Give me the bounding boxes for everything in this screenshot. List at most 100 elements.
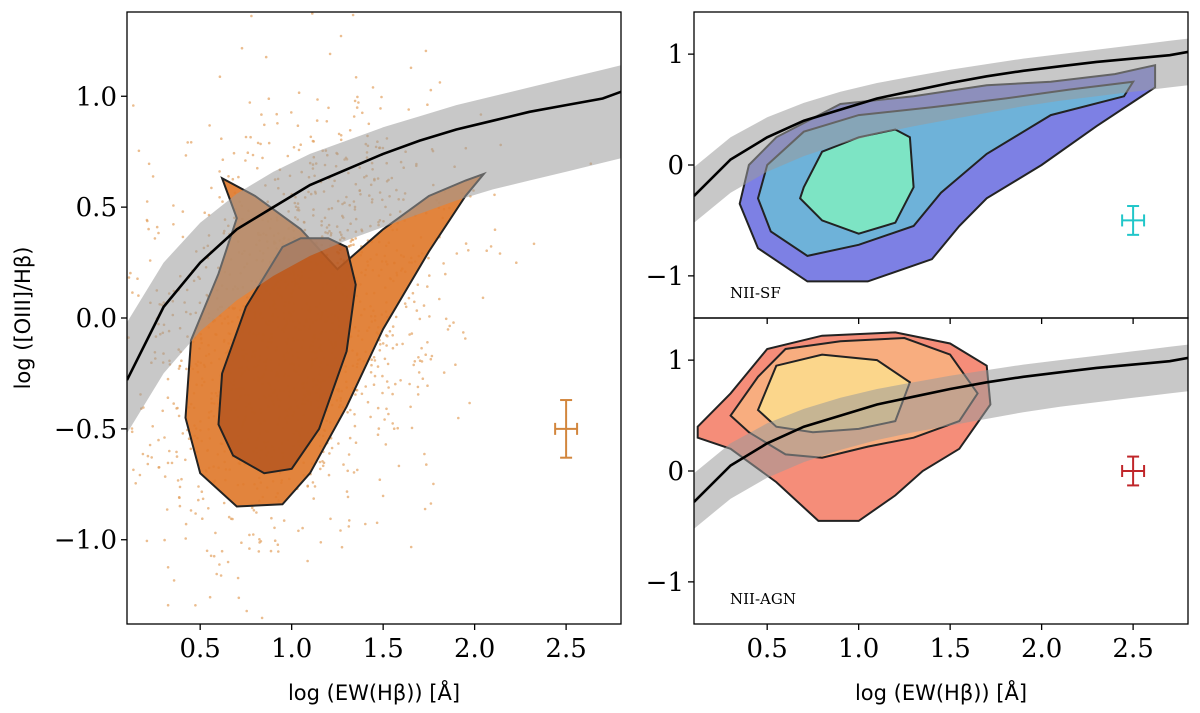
scatter-point [172, 579, 176, 582]
demarcation-band [127, 65, 621, 434]
scatter-point [242, 641, 245, 644]
scatter-point [260, 113, 263, 116]
scatter-point [248, 547, 251, 550]
scatter-point [467, 249, 470, 252]
scatter-point [446, 328, 450, 331]
scatter-point [452, 321, 455, 324]
scatter-point [203, 626, 206, 629]
x-axis-title: log (EW(Hβ)) [Å] [288, 679, 460, 705]
scatter-point [257, 550, 261, 553]
scatter-point [157, 466, 160, 469]
scatter-point [385, 380, 389, 383]
scatter-point [155, 225, 159, 229]
scatter-point [357, 101, 360, 104]
scatter-point [429, 502, 433, 505]
scatter-point [386, 362, 390, 366]
scatter-point [240, 541, 243, 544]
scatter-point [417, 371, 421, 374]
scatter-point [163, 436, 166, 439]
scatter-point [138, 473, 142, 477]
scatter-point [176, 479, 180, 482]
scatter-point [376, 406, 380, 410]
scatter-point [421, 377, 425, 381]
scatter-point [221, 158, 225, 161]
scatter-point [385, 407, 388, 411]
scatter-point [184, 537, 187, 540]
scatter-point [210, 186, 213, 190]
scatter-point [267, 97, 271, 100]
scatter-point [349, 408, 352, 412]
scatter-point [356, 95, 359, 99]
scatter-point [240, 46, 244, 50]
scatter-point [297, 148, 301, 152]
error-bar [1121, 205, 1146, 236]
scatter-point [407, 108, 411, 111]
scatter-point [498, 252, 502, 255]
scatter-point [276, 543, 280, 546]
scatter-point [355, 388, 359, 392]
scatter-point [428, 315, 431, 318]
scatter-point [203, 211, 206, 214]
scatter-point [168, 449, 171, 453]
scatter-point [175, 450, 178, 454]
scatter-point [258, 541, 261, 544]
scatter-point [481, 296, 485, 300]
scatter-point [416, 393, 420, 396]
scatter-point [387, 412, 390, 416]
scatter-point [493, 228, 497, 231]
scatter-point [348, 436, 352, 440]
error-bar [1121, 455, 1146, 487]
scatter-point [200, 490, 204, 494]
demarcation-line [694, 356, 1188, 503]
scatter-point [220, 549, 224, 553]
scatter-point [413, 360, 417, 363]
scatter-point [161, 409, 164, 413]
scatter-point [325, 120, 329, 123]
scatter-point [352, 243, 355, 246]
scatter-point [380, 95, 383, 99]
x-axis-title: log (EW(Hβ)) [Å] [855, 679, 1027, 705]
scatter-point [127, 276, 131, 279]
scatter-point [296, 124, 300, 127]
scatter-point [515, 261, 518, 265]
scatter-point [166, 566, 170, 569]
scatter-point [339, 34, 343, 38]
scatter-point [301, 526, 304, 530]
scatter-point [377, 427, 381, 430]
scatter-point [189, 509, 193, 512]
scatter-point [134, 482, 137, 485]
scatter-point [388, 330, 392, 333]
scatter-point [381, 374, 384, 378]
scatter-point [170, 461, 174, 465]
scatter-point [318, 460, 322, 464]
scatter-point [218, 563, 221, 566]
y-tick-label: 1.0 [76, 82, 117, 112]
scatter-point [306, 559, 309, 563]
scatter-point [430, 354, 434, 358]
scatter-point [150, 456, 153, 459]
scatter-point [372, 383, 376, 387]
scatter-point [401, 342, 404, 346]
scatter-point [354, 76, 358, 79]
scatter-point [157, 231, 160, 235]
scatter-point [396, 426, 400, 430]
scatter-point [418, 317, 422, 321]
scatter-point [176, 406, 179, 410]
scatter-point [255, 166, 259, 170]
scatter-point [339, 529, 342, 532]
scatter-point [251, 506, 254, 510]
scatter-point [532, 242, 536, 246]
scatter-point [426, 285, 429, 288]
scatter-point [347, 453, 351, 456]
scatter-point [187, 437, 191, 441]
scatter-point [146, 462, 150, 466]
scatter-point [351, 13, 355, 17]
scatter-point [163, 538, 166, 542]
scatter-point [263, 123, 266, 127]
scatter-point [386, 334, 389, 338]
scatter-point [292, 146, 296, 149]
scatter-point [448, 324, 452, 328]
y-axis-title: log ([OIII]/Hβ) [11, 247, 35, 390]
scatter-point [166, 377, 170, 381]
x-tick-label: 2.0 [1021, 634, 1062, 664]
